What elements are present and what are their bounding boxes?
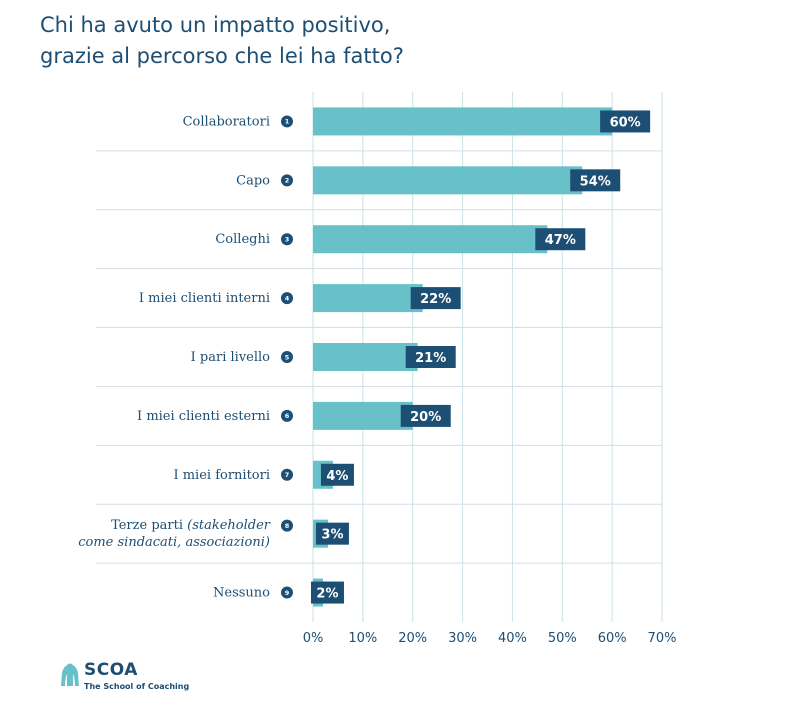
category-label-3: Colleghi bbox=[215, 232, 270, 247]
value-label-3: 47% bbox=[545, 233, 576, 248]
chart-title: Chi ha avuto un impatto positivo, grazie… bbox=[40, 10, 404, 72]
category-label-2: Capo bbox=[236, 173, 270, 188]
coach-logo-icon bbox=[61, 663, 79, 686]
x-tick-label: 50% bbox=[548, 631, 577, 646]
value-label-2: 54% bbox=[580, 174, 611, 189]
category-number: 2 bbox=[285, 177, 290, 185]
value-tag-8 bbox=[315, 522, 349, 545]
value-tag-6 bbox=[400, 404, 451, 427]
value-label-5: 21% bbox=[415, 351, 446, 366]
bar-1 bbox=[313, 107, 613, 136]
category-number: 1 bbox=[285, 118, 290, 126]
category-label-6: I miei clienti esterni bbox=[137, 409, 270, 424]
category-number: 7 bbox=[285, 471, 290, 479]
x-tick-label: 10% bbox=[348, 631, 377, 646]
value-label-4: 22% bbox=[420, 292, 451, 307]
x-tick-label: 30% bbox=[448, 631, 477, 646]
x-tick-label: 0% bbox=[303, 631, 324, 646]
category-number-badge bbox=[281, 519, 293, 532]
x-tick-label: 60% bbox=[598, 631, 627, 646]
brand-tagline: The School of Coaching bbox=[84, 682, 190, 691]
value-tag-2 bbox=[570, 169, 621, 192]
category-number-badge bbox=[281, 351, 293, 363]
category-label-9: Nessuno bbox=[213, 586, 270, 601]
brand-name: SCOA bbox=[84, 660, 138, 680]
chart-title-line-1: Chi ha avuto un impatto positivo, bbox=[40, 13, 391, 37]
bar-3 bbox=[313, 225, 548, 254]
category-label-7: I miei fornitori bbox=[173, 468, 270, 483]
value-label-1: 60% bbox=[610, 115, 641, 130]
value-tag-1 bbox=[600, 110, 651, 133]
chart-title-line-2: grazie al percorso che lei ha fatto? bbox=[40, 44, 404, 68]
category-number: 3 bbox=[285, 236, 290, 244]
category-number: 9 bbox=[285, 589, 290, 597]
value-tag-9 bbox=[310, 581, 344, 604]
category-number: 6 bbox=[285, 412, 290, 420]
value-tag-3 bbox=[535, 228, 586, 251]
category-number-badge bbox=[281, 233, 293, 246]
value-label-6: 20% bbox=[410, 410, 441, 425]
category-label-4: I miei clienti interni bbox=[139, 291, 270, 306]
category-number-badge bbox=[281, 468, 293, 481]
x-tick-label: 70% bbox=[648, 631, 677, 646]
category-number-badge bbox=[281, 115, 293, 128]
x-tick-label: 40% bbox=[498, 631, 527, 646]
bar-2 bbox=[313, 166, 583, 195]
value-label-9: 2% bbox=[316, 587, 338, 602]
category-number-badge bbox=[281, 586, 293, 599]
category-label-5: I pari livello bbox=[191, 350, 271, 365]
value-tag-5 bbox=[405, 346, 456, 368]
category-number-badge bbox=[281, 292, 293, 305]
category-number: 5 bbox=[285, 353, 290, 361]
category-label-8-line-2: come sindacati, associazioni) bbox=[78, 535, 270, 550]
value-tag-4 bbox=[410, 287, 461, 310]
category-label-8: Terze parti (stakeholder bbox=[111, 518, 271, 533]
value-label-7: 4% bbox=[326, 469, 348, 484]
bar-5 bbox=[313, 343, 418, 371]
category-number: 4 bbox=[285, 294, 290, 302]
value-tag-7 bbox=[320, 463, 354, 486]
bar-6 bbox=[313, 401, 413, 430]
category-number-badge bbox=[281, 409, 293, 422]
category-number: 8 bbox=[285, 522, 290, 530]
category-label-1: Collaboratori bbox=[183, 114, 270, 129]
x-tick-label: 20% bbox=[398, 631, 427, 646]
category-number-badge bbox=[281, 174, 293, 187]
value-label-8: 3% bbox=[321, 528, 343, 543]
bar-4 bbox=[313, 284, 423, 313]
